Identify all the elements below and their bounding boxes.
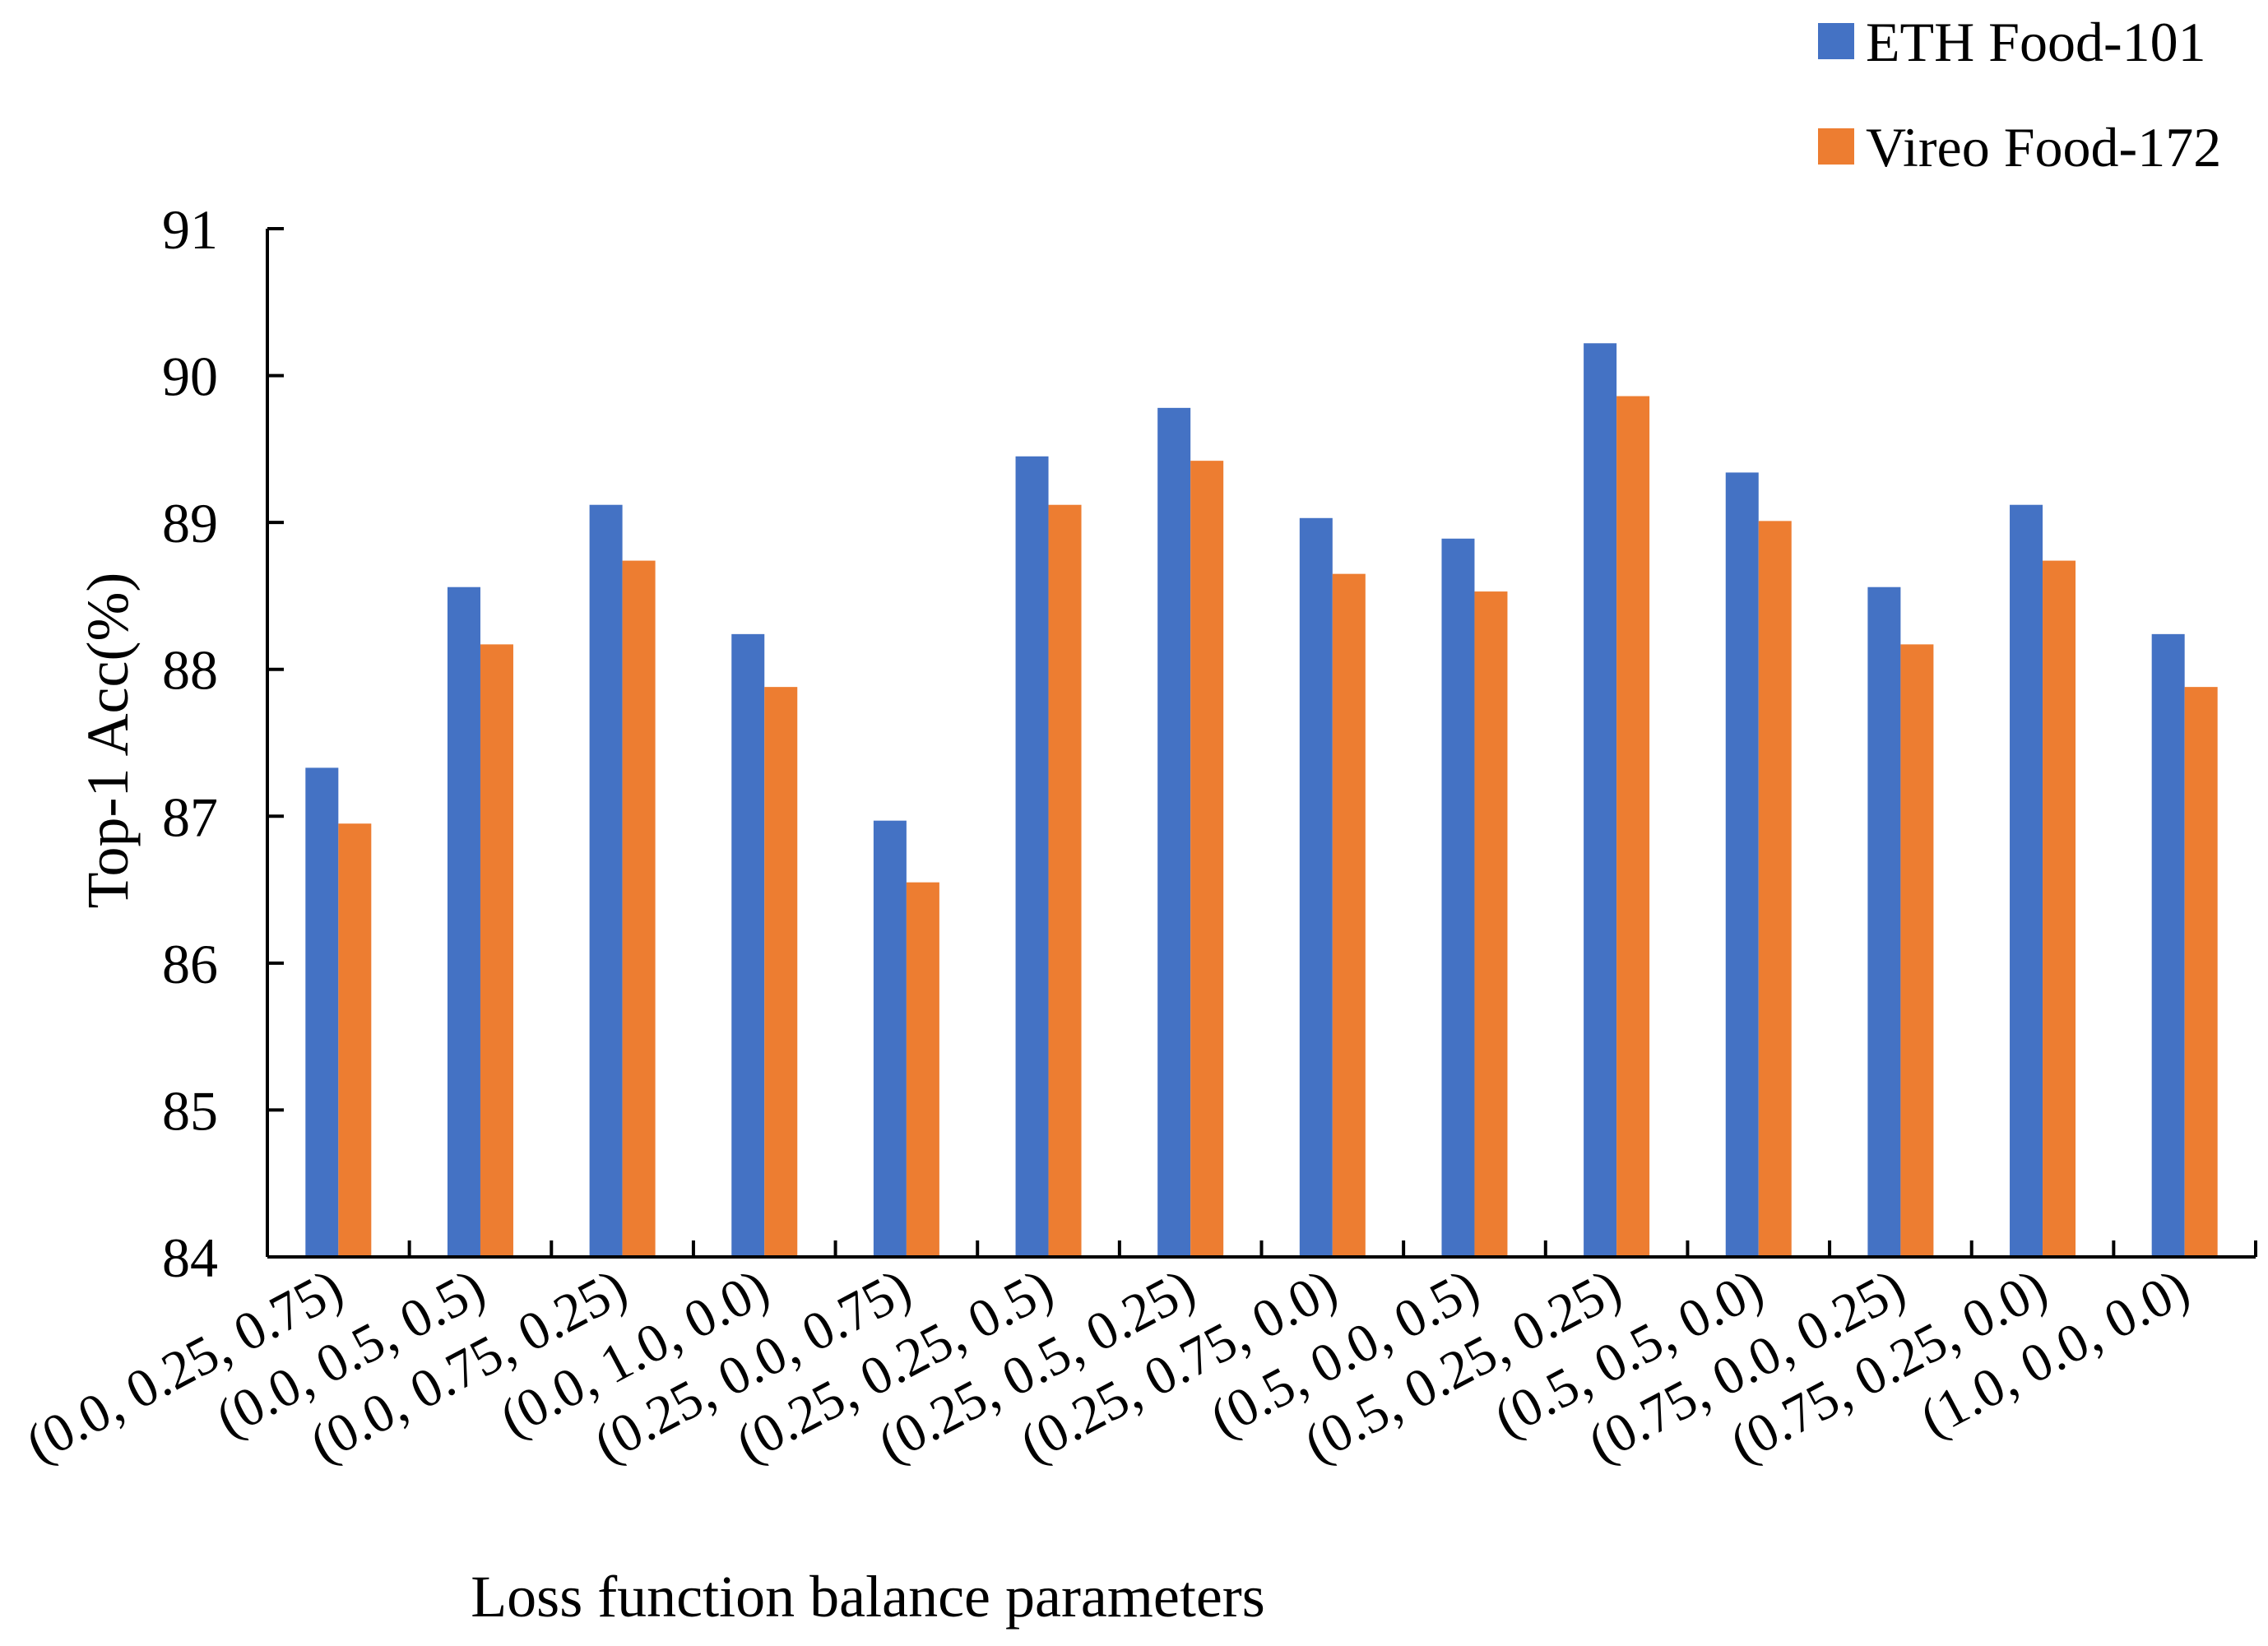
- y-axis: 84 85 86 87 88 89 90 91: [162, 198, 284, 1289]
- bar-vireo-food-172: [2043, 560, 2076, 1257]
- bars-group: [305, 343, 2218, 1258]
- bar-vireo-food-172: [480, 644, 513, 1257]
- bar-vireo-food-172: [764, 687, 798, 1257]
- y-tick-label: 89: [162, 492, 218, 554]
- bar-eth-food-101: [1157, 407, 1191, 1257]
- bar-eth-food-101: [873, 820, 907, 1257]
- bar-vireo-food-172: [1048, 504, 1082, 1257]
- y-tick-label: 87: [162, 786, 218, 848]
- bar-vireo-food-172: [906, 882, 939, 1257]
- legend-swatch: [1818, 23, 1854, 59]
- x-axis-title: Loss function balance parameters: [471, 1564, 1265, 1630]
- y-tick-label: 91: [162, 198, 218, 261]
- bar-eth-food-101: [2010, 504, 2043, 1257]
- y-axis-title: Top-1 Acc(%): [75, 573, 141, 909]
- bar-eth-food-101: [1015, 456, 1049, 1257]
- bar-vireo-food-172: [622, 560, 656, 1257]
- bar-vireo-food-172: [1900, 644, 1934, 1257]
- bar-vireo-food-172: [1332, 573, 1366, 1257]
- x-axis: (0.0, 0.25, 0.75)(0.0, 0.5, 0.5)(0.0, 0.…: [16, 1240, 2257, 1474]
- bar-vireo-food-172: [1474, 591, 1508, 1257]
- bar-eth-food-101: [447, 587, 480, 1257]
- y-tick-label: 84: [162, 1226, 218, 1289]
- bar-eth-food-101: [731, 633, 765, 1257]
- bar-eth-food-101: [2151, 633, 2185, 1257]
- bar-vireo-food-172: [1758, 521, 1792, 1257]
- y-tick-label: 88: [162, 639, 218, 702]
- bar-vireo-food-172: [2184, 687, 2218, 1257]
- legend: ETH Food-101 Vireo Food-172: [1818, 11, 2221, 179]
- bar-vireo-food-172: [1616, 396, 1650, 1258]
- bar-eth-food-101: [1725, 472, 1759, 1257]
- bar-eth-food-101: [1441, 538, 1475, 1257]
- bar-eth-food-101: [1867, 587, 1901, 1257]
- bar-eth-food-101: [305, 767, 339, 1257]
- bar-eth-food-101: [1299, 517, 1333, 1257]
- bar-vireo-food-172: [1190, 461, 1224, 1257]
- legend-swatch: [1818, 128, 1854, 165]
- x-ticks: (0.0, 0.25, 0.75)(0.0, 0.5, 0.5)(0.0, 0.…: [16, 1240, 2257, 1474]
- bar-eth-food-101: [589, 504, 623, 1257]
- legend-label: Vireo Food-172: [1866, 116, 2221, 179]
- y-tick-label: 90: [162, 345, 218, 408]
- legend-label: ETH Food-101: [1866, 11, 2206, 73]
- y-tick-label: 85: [162, 1079, 218, 1142]
- bar-eth-food-101: [1584, 343, 1617, 1258]
- y-tick-label: 86: [162, 933, 218, 995]
- y-ticks: 84 85 86 87 88 89 90 91: [162, 198, 284, 1289]
- bar-vireo-food-172: [338, 823, 372, 1257]
